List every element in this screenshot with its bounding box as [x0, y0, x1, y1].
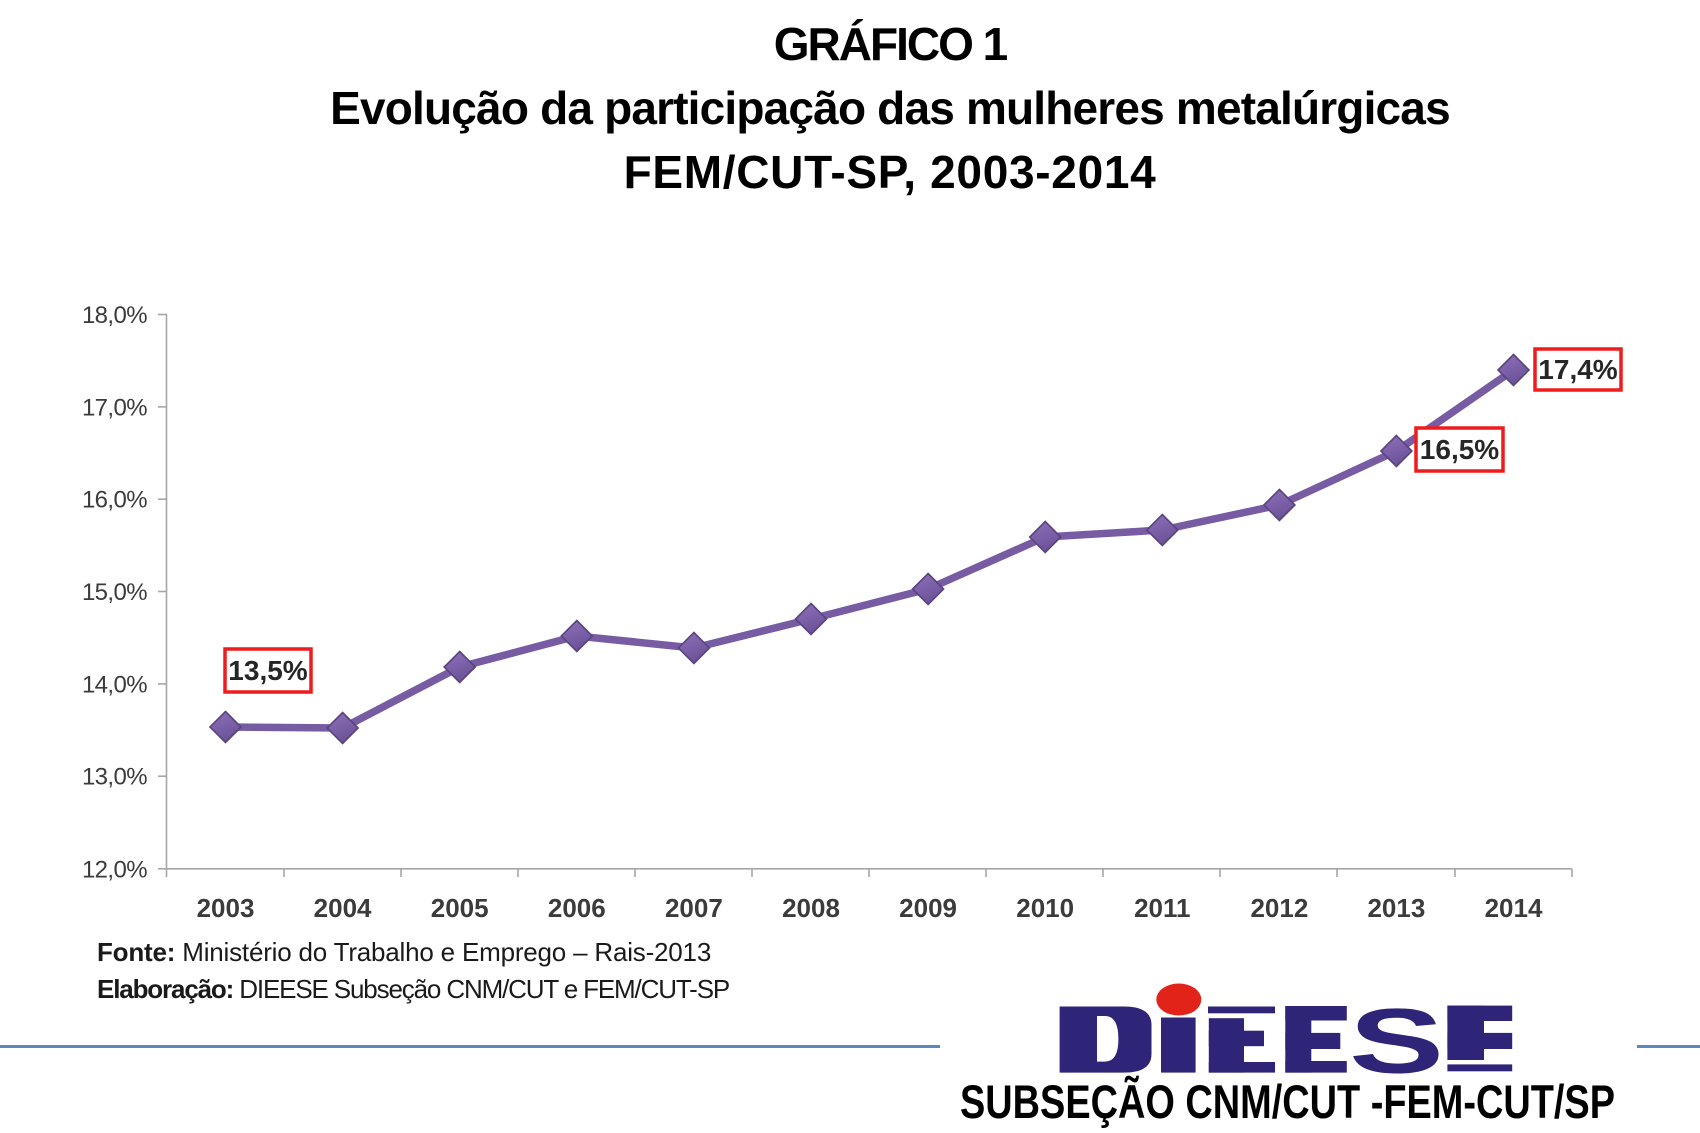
svg-text:S: S [1349, 990, 1444, 1093]
svg-text:18,0%: 18,0% [82, 302, 147, 329]
svg-text:13,5%: 13,5% [228, 655, 307, 686]
svg-text:13,0%: 13,0% [82, 764, 147, 791]
svg-text:2012: 2012 [1250, 893, 1308, 923]
svg-text:2004: 2004 [314, 893, 372, 923]
svg-text:17,0%: 17,0% [82, 394, 147, 421]
svg-text:14,0%: 14,0% [82, 671, 147, 698]
svg-text:2006: 2006 [548, 893, 606, 923]
svg-text:2007: 2007 [665, 893, 723, 923]
svg-text:2014: 2014 [1485, 893, 1543, 923]
svg-text:2010: 2010 [1016, 893, 1074, 923]
svg-text:2008: 2008 [782, 893, 840, 923]
svg-text:2003: 2003 [197, 893, 255, 923]
svg-text:2013: 2013 [1367, 893, 1425, 923]
svg-text:16,0%: 16,0% [82, 487, 147, 514]
svg-text:SUBSEÇÃO CNM/CUT -FEM-CUT/SP: SUBSEÇÃO CNM/CUT -FEM-CUT/SP [960, 1075, 1615, 1128]
svg-text:15,0%: 15,0% [82, 579, 147, 606]
svg-text:16,5%: 16,5% [1420, 434, 1499, 465]
svg-text:2009: 2009 [899, 893, 957, 923]
svg-text:12,0%: 12,0% [82, 856, 147, 883]
svg-text:2011: 2011 [1134, 893, 1190, 923]
svg-text:2005: 2005 [431, 893, 489, 923]
svg-text:17,4%: 17,4% [1538, 354, 1617, 385]
